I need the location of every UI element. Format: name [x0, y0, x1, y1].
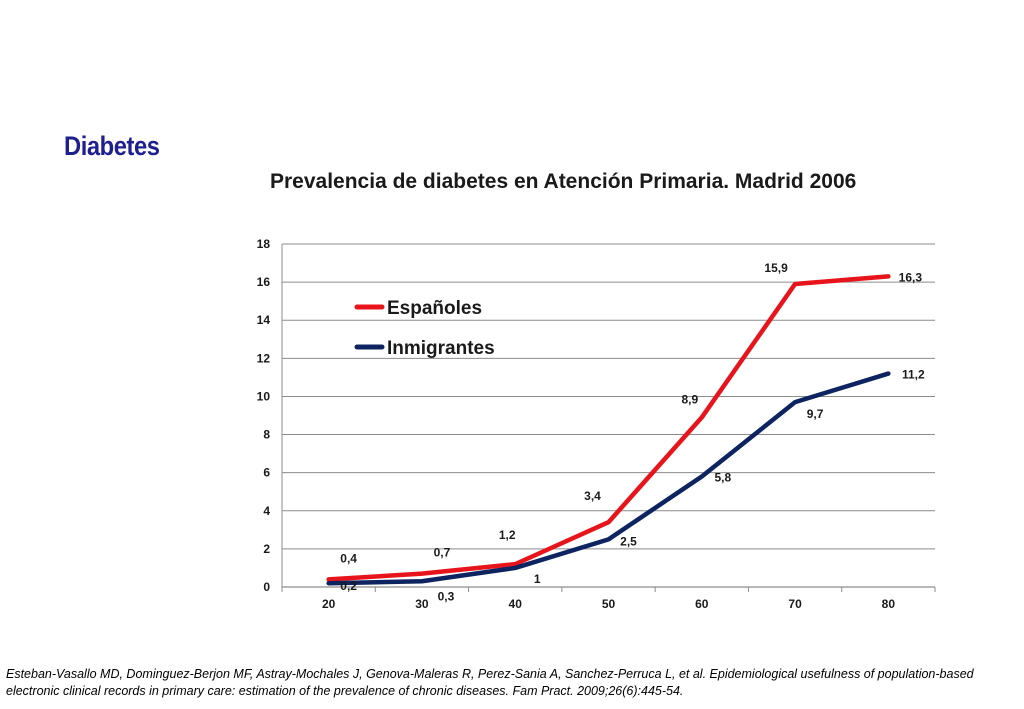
- x-tick-label: 70: [788, 597, 802, 611]
- data-label: 0,2: [340, 579, 357, 593]
- data-label: 1,2: [499, 528, 516, 542]
- y-tick-label: 8: [263, 428, 270, 442]
- x-tick-label: 80: [882, 597, 896, 611]
- y-tick-label: 10: [257, 389, 271, 403]
- data-label: 2,5: [620, 534, 637, 548]
- chart-title: Prevalencia de diabetes en Atención Prim…: [270, 170, 857, 193]
- y-tick-label: 12: [257, 351, 271, 365]
- x-tick-label: 60: [695, 597, 709, 611]
- y-tick-label: 14: [257, 313, 271, 327]
- data-label: 8,9: [681, 392, 698, 406]
- y-tick-label: 2: [263, 542, 270, 556]
- data-label: 9,7: [807, 407, 824, 421]
- data-label: 0,3: [438, 589, 455, 603]
- y-tick-label: 0: [263, 580, 270, 594]
- data-label: 11,2: [902, 368, 925, 382]
- y-tick-label: 16: [257, 275, 271, 289]
- x-tick-label: 30: [415, 597, 429, 611]
- y-tick-label: 4: [263, 504, 270, 518]
- legend-label: Españoles: [387, 298, 482, 319]
- data-label: 1: [534, 572, 541, 586]
- y-tick-label: 18: [257, 237, 271, 251]
- series-line-inmigrantes: [326, 371, 891, 586]
- slide-heading: Diabetes: [64, 131, 160, 161]
- x-tick-label: 50: [602, 597, 616, 611]
- series-line-espanoles: [326, 274, 891, 582]
- data-label: 16,3: [899, 270, 923, 284]
- x-tick-label: 40: [509, 597, 523, 611]
- legend-label: Inmigrantes: [387, 338, 495, 359]
- citation: Esteban-Vasallo MD, Dominguez-Berjon MF,…: [6, 667, 974, 698]
- data-label: 5,8: [714, 470, 731, 484]
- data-label: 3,4: [584, 489, 601, 503]
- data-label: 15,9: [764, 261, 788, 275]
- x-tick-label: 20: [322, 597, 336, 611]
- y-tick-label: 6: [263, 466, 270, 480]
- data-label: 0,4: [340, 551, 357, 565]
- data-label: 0,7: [434, 546, 451, 560]
